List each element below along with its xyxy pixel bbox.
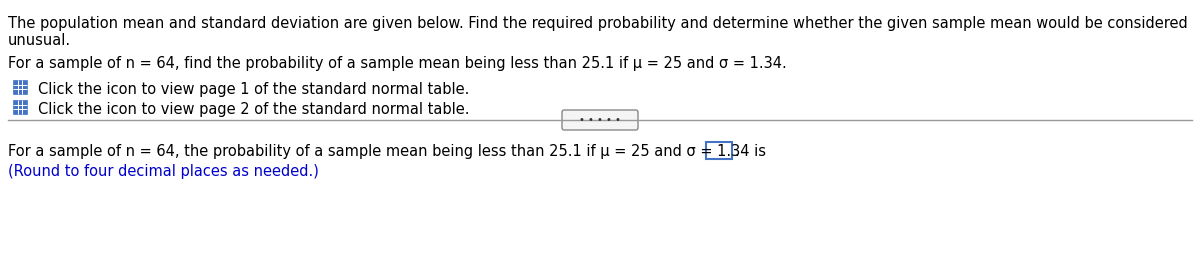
- Text: The population mean and standard deviation are given below. Find the required pr: The population mean and standard deviati…: [8, 16, 1188, 31]
- Text: For a sample of n = 64, the probability of a sample mean being less than 25.1 if: For a sample of n = 64, the probability …: [8, 144, 766, 159]
- Text: For a sample of n = 64, find the probability of a sample mean being less than 25: For a sample of n = 64, find the probabi…: [8, 56, 787, 71]
- FancyBboxPatch shape: [13, 80, 28, 94]
- FancyBboxPatch shape: [706, 142, 732, 158]
- Text: (Round to four decimal places as needed.): (Round to four decimal places as needed.…: [8, 164, 319, 179]
- Text: .: .: [734, 144, 739, 159]
- Text: Click the icon to view page 1 of the standard normal table.: Click the icon to view page 1 of the sta…: [38, 82, 469, 97]
- Text: Click the icon to view page 2 of the standard normal table.: Click the icon to view page 2 of the sta…: [38, 102, 469, 117]
- Text: unusual.: unusual.: [8, 33, 71, 48]
- Text: • • • • •: • • • • •: [580, 115, 620, 125]
- FancyBboxPatch shape: [562, 110, 638, 130]
- FancyBboxPatch shape: [13, 100, 28, 114]
